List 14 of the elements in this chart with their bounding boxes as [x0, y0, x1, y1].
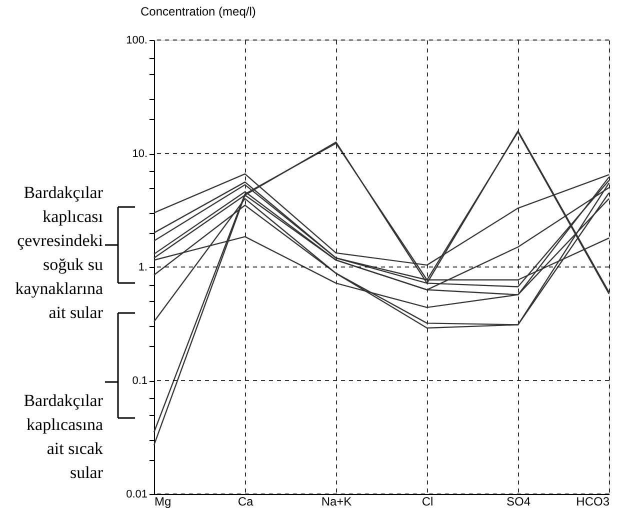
text: Bardakçılar kaplıcasına ait sıcak sular — [24, 391, 104, 482]
y-tick-label: 100. — [126, 34, 148, 46]
y-tick-label: 0.01 — [126, 488, 148, 500]
x-tick-label: HCO3 — [576, 494, 610, 508]
x-tick-label: Na+K — [321, 494, 352, 508]
y-tick-label: 0.1 — [132, 375, 148, 387]
x-tick-label: Mg — [154, 494, 172, 508]
y-axis-title: Concentration (meq/l) — [140, 4, 256, 18]
text: Bardakçılar kaplıcası çevresindeki soğuk su kaynaklarına ait sular — [15, 183, 104, 322]
x-tick-label: Ca — [238, 494, 254, 508]
y-tick-label: 1. — [138, 262, 148, 274]
x-tick-label: SO4 — [506, 494, 531, 508]
y-tick-label: 10. — [132, 148, 148, 160]
x-tick-label: Cl — [422, 494, 434, 508]
